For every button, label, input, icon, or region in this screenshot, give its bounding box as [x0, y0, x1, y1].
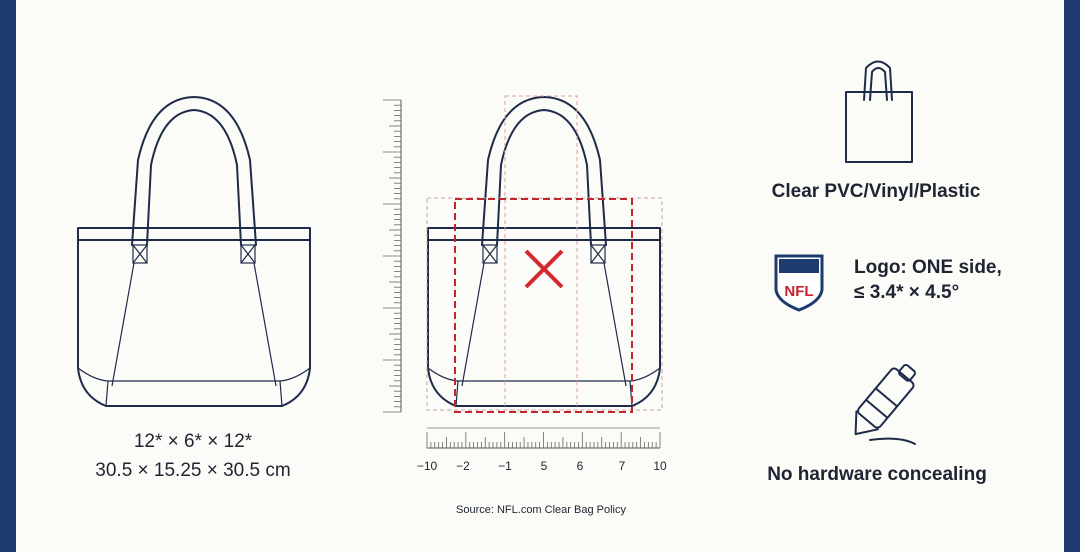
source: Source: NFL.com Clear Bag Policy: [456, 504, 626, 516]
ruler-label: 5: [541, 459, 548, 473]
limit-box: [454, 198, 633, 413]
ruler-label: −1: [498, 459, 512, 473]
logo-text: NFL: [784, 283, 813, 300]
dimensions-cm: 30.5 × 15.25 × 30.5 cm: [95, 460, 290, 481]
ruler-label: 10: [653, 459, 667, 473]
feature-hardware: No hardware concealing: [767, 464, 987, 485]
feature-material: Clear PVC/Vinyl/Plastic: [772, 181, 981, 202]
red-x: [524, 249, 564, 289]
feature-logo-2: ≤ 3.4* × 4.5°: [854, 282, 959, 303]
hardware-icon: [854, 363, 916, 436]
handle-guide: [504, 95, 578, 411]
bag-measured: [427, 96, 661, 407]
ruler-labels: −10 −2 −1 5 6 7 10: [417, 459, 667, 473]
bag-icon: [845, 60, 913, 163]
ruler-label: −2: [456, 459, 470, 473]
vertical-ruler: [383, 99, 402, 413]
nfl-logo: NFL: [774, 254, 824, 312]
ruler-label: 6: [577, 459, 584, 473]
icon-line: [869, 437, 916, 445]
dimensions-in: 12* × 6* × 12*: [134, 431, 253, 452]
ruler-label: −10: [417, 459, 438, 473]
feature-logo-1: Logo: ONE side,: [854, 257, 1002, 278]
bag-illustration: [77, 96, 311, 407]
ruler-label: 7: [619, 459, 626, 473]
outline-guide: [426, 197, 663, 411]
horizontal-ruler: [426, 427, 661, 449]
